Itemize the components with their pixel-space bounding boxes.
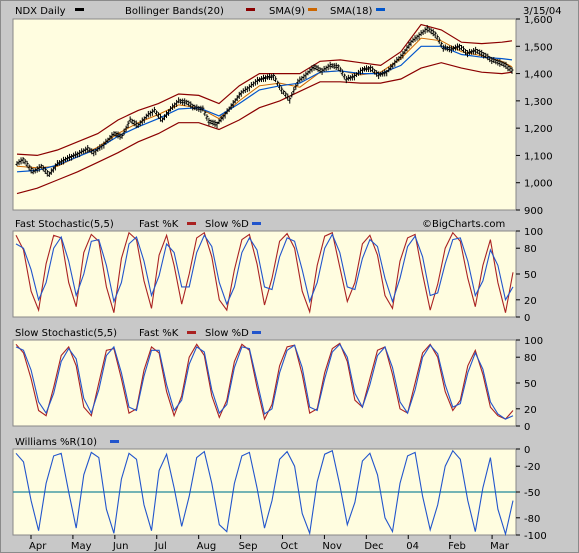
slow-stoch-k-swatch (187, 331, 196, 334)
slow-stoch-title: Slow Stochastic(5,5) (15, 328, 117, 339)
slow-stoch-series-1 (15, 343, 514, 420)
bollinger-swatch (246, 8, 255, 11)
price-plot (15, 23, 514, 195)
month-label: Nov (322, 541, 342, 552)
slow-stoch-legend: Slow Stochastic(5,5) Fast %K Slow %D (15, 328, 261, 339)
month-label: 04 (406, 541, 419, 552)
sma18-swatch (376, 8, 385, 11)
fast-stoch-ytick-label: 0 (524, 313, 530, 324)
slow-stoch-ytick-label: 20 (524, 405, 537, 416)
month-label: Feb (448, 541, 466, 552)
williams-ytick-label: -80 (524, 514, 540, 525)
price-panel-bg (12, 18, 517, 211)
fast-stoch-k-swatch (187, 222, 196, 225)
symbol-label: NDX Daily (15, 6, 66, 17)
fast-stoch-title: Fast Stochastic(5,5) (15, 219, 114, 230)
williams-swatch (110, 440, 119, 443)
price-ytick-label: 1,000 (524, 179, 553, 190)
williams-ytick-label: -100 (524, 531, 547, 542)
month-label: Oct (281, 541, 298, 552)
price-ytick-label: 1,500 (524, 42, 553, 53)
fast-stoch-ytick-label: 100 (524, 227, 543, 238)
fast-stoch-d-label: Slow %D (205, 219, 249, 230)
price-ytick-label: 1,400 (524, 70, 553, 81)
fast-stoch-d-swatch (252, 222, 261, 225)
slow-stoch-plot (15, 342, 514, 421)
williams-ytick-label: -20 (524, 462, 540, 473)
williams-ytick-label: 0 (524, 445, 530, 456)
date-label: 3/15/04 (523, 6, 562, 17)
fast-stoch-plot (15, 231, 514, 314)
sma9-swatch (308, 8, 317, 11)
series-sma9 (16, 37, 513, 169)
bollinger-label: Bollinger Bands(20) (125, 6, 224, 17)
williams-series-0 (15, 449, 514, 537)
slow-stoch-ytick-label: 50 (524, 379, 537, 390)
fast-stoch-k-label: Fast %K (139, 219, 179, 230)
month-label: Sep (239, 541, 258, 552)
williams-title: Williams %R(10) (15, 437, 97, 448)
williams-plot (13, 449, 516, 537)
month-label: Mar (490, 541, 510, 552)
price-ytick-label: 1,600 (524, 15, 553, 26)
fast-stoch-ytick-label: 50 (524, 270, 537, 281)
symbol-swatch (75, 8, 84, 11)
slow-stoch-ytick-label: 100 (524, 336, 543, 347)
price-legend: NDX Daily Bollinger Bands(20) SMA(9) SMA… (15, 6, 562, 17)
series-bb_lower (16, 62, 513, 195)
fast-stoch-series-1 (15, 233, 514, 306)
price-ytick-label: 900 (524, 206, 543, 217)
month-label: May (71, 541, 92, 552)
sma9-label: SMA(9) (269, 6, 305, 17)
slow-stoch-series-0 (15, 342, 514, 421)
slow-stoch-d-label: Slow %D (205, 328, 249, 339)
fast-stoch-ytick-label: 20 (524, 296, 537, 307)
sma18-label: SMA(18) (330, 6, 372, 17)
watermark: ©BigCharts.com (422, 219, 505, 230)
month-label: Dec (364, 541, 383, 552)
month-label: Jul (154, 541, 167, 552)
price-ytick-label: 1,300 (524, 97, 553, 108)
slow-stoch-ytick-label: 80 (524, 353, 537, 364)
fast-stoch-ytick-label: 80 (524, 244, 537, 255)
slow-stoch-d-swatch (252, 331, 261, 334)
price-ytick-label: 1,100 (524, 151, 553, 162)
slow-stoch-k-label: Fast %K (139, 328, 179, 339)
month-label: Jun (112, 541, 129, 552)
axes-layer: 900 1,000 1,100 1,200 1,300 1,400 1,500 1,600 0 2… (29, 15, 553, 552)
fast-stoch-legend: Fast Stochastic(5,5) Fast %K Slow %D ©Bi… (15, 219, 505, 230)
month-label: Aug (197, 541, 217, 552)
williams-ytick-label: -50 (524, 488, 540, 499)
price-ytick-label: 1,200 (524, 124, 553, 135)
williams-legend: Williams %R(10) (15, 437, 119, 448)
month-label: Apr (29, 541, 47, 552)
slow-stoch-ytick-label: 0 (524, 422, 530, 433)
